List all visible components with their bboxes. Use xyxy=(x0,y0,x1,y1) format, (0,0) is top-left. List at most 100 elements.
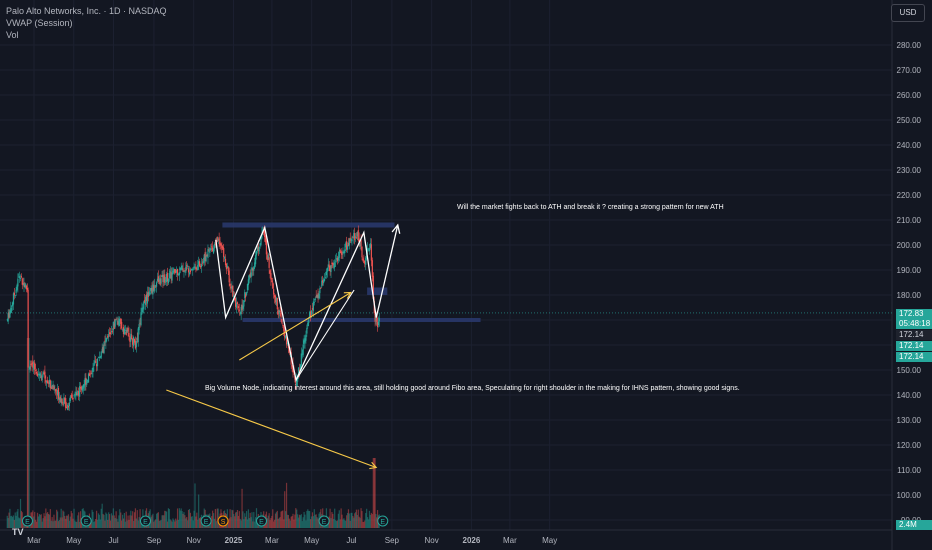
candle-body xyxy=(15,289,17,293)
volume-bar xyxy=(273,519,276,528)
candle-body xyxy=(25,283,27,289)
volume-bar xyxy=(43,513,45,528)
volume-bar xyxy=(305,520,307,528)
volume-bar xyxy=(357,509,359,528)
candle-body xyxy=(354,236,357,238)
volume-bar xyxy=(350,512,352,528)
candle-body xyxy=(56,390,59,396)
volume-bar xyxy=(46,513,48,528)
candle-body xyxy=(165,280,167,281)
candle-body xyxy=(276,297,278,310)
x-tick-label: Mar xyxy=(27,536,41,545)
volume-bar xyxy=(130,510,132,528)
candle-body xyxy=(136,338,138,340)
candle-body xyxy=(114,319,116,327)
candle-body xyxy=(134,340,137,349)
x-tick-label: Jul xyxy=(108,536,118,545)
candle-body xyxy=(158,278,160,281)
candle-body xyxy=(346,244,349,250)
volume-bar xyxy=(231,509,233,528)
currency-button[interactable]: USD xyxy=(891,4,925,22)
volume-bar xyxy=(176,508,179,528)
volume-legend[interactable]: Vol xyxy=(6,30,19,40)
candle-body xyxy=(249,273,251,277)
volume-bar xyxy=(19,498,22,528)
volume-bar xyxy=(97,513,100,528)
volume-bar xyxy=(64,515,66,528)
candle-body xyxy=(172,270,174,274)
volume-bar xyxy=(370,512,372,528)
volume-bar xyxy=(168,509,170,528)
volume-bar xyxy=(121,520,123,528)
dividend-marker xyxy=(217,515,229,527)
candle-body xyxy=(100,351,102,358)
candle-body xyxy=(207,248,209,258)
candle-body xyxy=(305,335,307,341)
candle-body xyxy=(132,338,134,345)
volume-bar xyxy=(227,521,229,528)
volume-bar xyxy=(181,511,183,528)
candle-body xyxy=(8,312,10,318)
candle-body xyxy=(182,268,184,272)
volume-bar xyxy=(10,516,12,528)
candle-body xyxy=(192,269,194,271)
candle-body xyxy=(378,318,380,322)
volume-bar xyxy=(281,510,283,528)
volume-bar xyxy=(131,515,133,528)
candle-body xyxy=(197,264,199,270)
candle-body xyxy=(92,367,94,373)
candle-body xyxy=(33,364,35,370)
volume-bar xyxy=(366,508,368,528)
volume-bar xyxy=(152,513,154,528)
candle-body xyxy=(112,321,114,331)
volume-bar xyxy=(114,517,116,528)
candle-body xyxy=(81,386,83,391)
volume-bar xyxy=(275,512,277,528)
candle-body xyxy=(264,230,266,238)
candle-body xyxy=(264,235,267,243)
volume-bar xyxy=(235,512,237,528)
candle-body xyxy=(67,405,70,408)
volume-bar xyxy=(346,512,349,528)
symbol-title[interactable]: Palo Alto Networks, Inc. · 1D · NASDAQ xyxy=(6,6,167,16)
volume-bar xyxy=(342,519,344,528)
volume-bar xyxy=(300,514,302,528)
volume-bar xyxy=(249,512,251,528)
volume-bar xyxy=(254,521,256,528)
candle-body xyxy=(10,307,12,313)
candle-body xyxy=(171,272,173,281)
candle-body xyxy=(327,264,329,268)
candle-body xyxy=(70,395,72,397)
volume-bar xyxy=(100,508,102,528)
candle-body xyxy=(221,245,223,249)
annotation-top[interactable]: Will the market fights back to ATH and b… xyxy=(457,204,724,211)
volume-bar xyxy=(252,521,254,528)
candle-body xyxy=(354,233,356,241)
candle-body xyxy=(50,385,52,387)
candle-body xyxy=(29,365,31,370)
y-tick-label: 110.00 xyxy=(897,466,921,475)
candle-body xyxy=(202,261,204,263)
volume-bar xyxy=(22,521,24,528)
volume-bar xyxy=(255,508,258,528)
candle-body xyxy=(188,272,191,275)
volume-bar xyxy=(68,520,70,528)
vwap-legend[interactable]: VWAP (Session) xyxy=(6,18,73,28)
candle-body xyxy=(68,402,70,407)
annotation-bottom[interactable]: Big Volume Node, indicating interest aro… xyxy=(205,385,740,392)
volume-bar xyxy=(236,510,239,528)
volume-bar xyxy=(301,521,303,528)
volume-bar xyxy=(375,513,377,528)
candle-body xyxy=(36,373,39,376)
volume-bar xyxy=(235,511,238,528)
candle-body xyxy=(220,243,222,246)
volume-bar xyxy=(353,517,355,528)
candle-body xyxy=(334,262,336,268)
candle-body xyxy=(236,302,239,305)
earnings-marker xyxy=(200,515,212,527)
candle-body xyxy=(216,236,218,242)
tradingview-logo[interactable]: TV xyxy=(12,527,24,537)
candle-body xyxy=(16,285,18,290)
